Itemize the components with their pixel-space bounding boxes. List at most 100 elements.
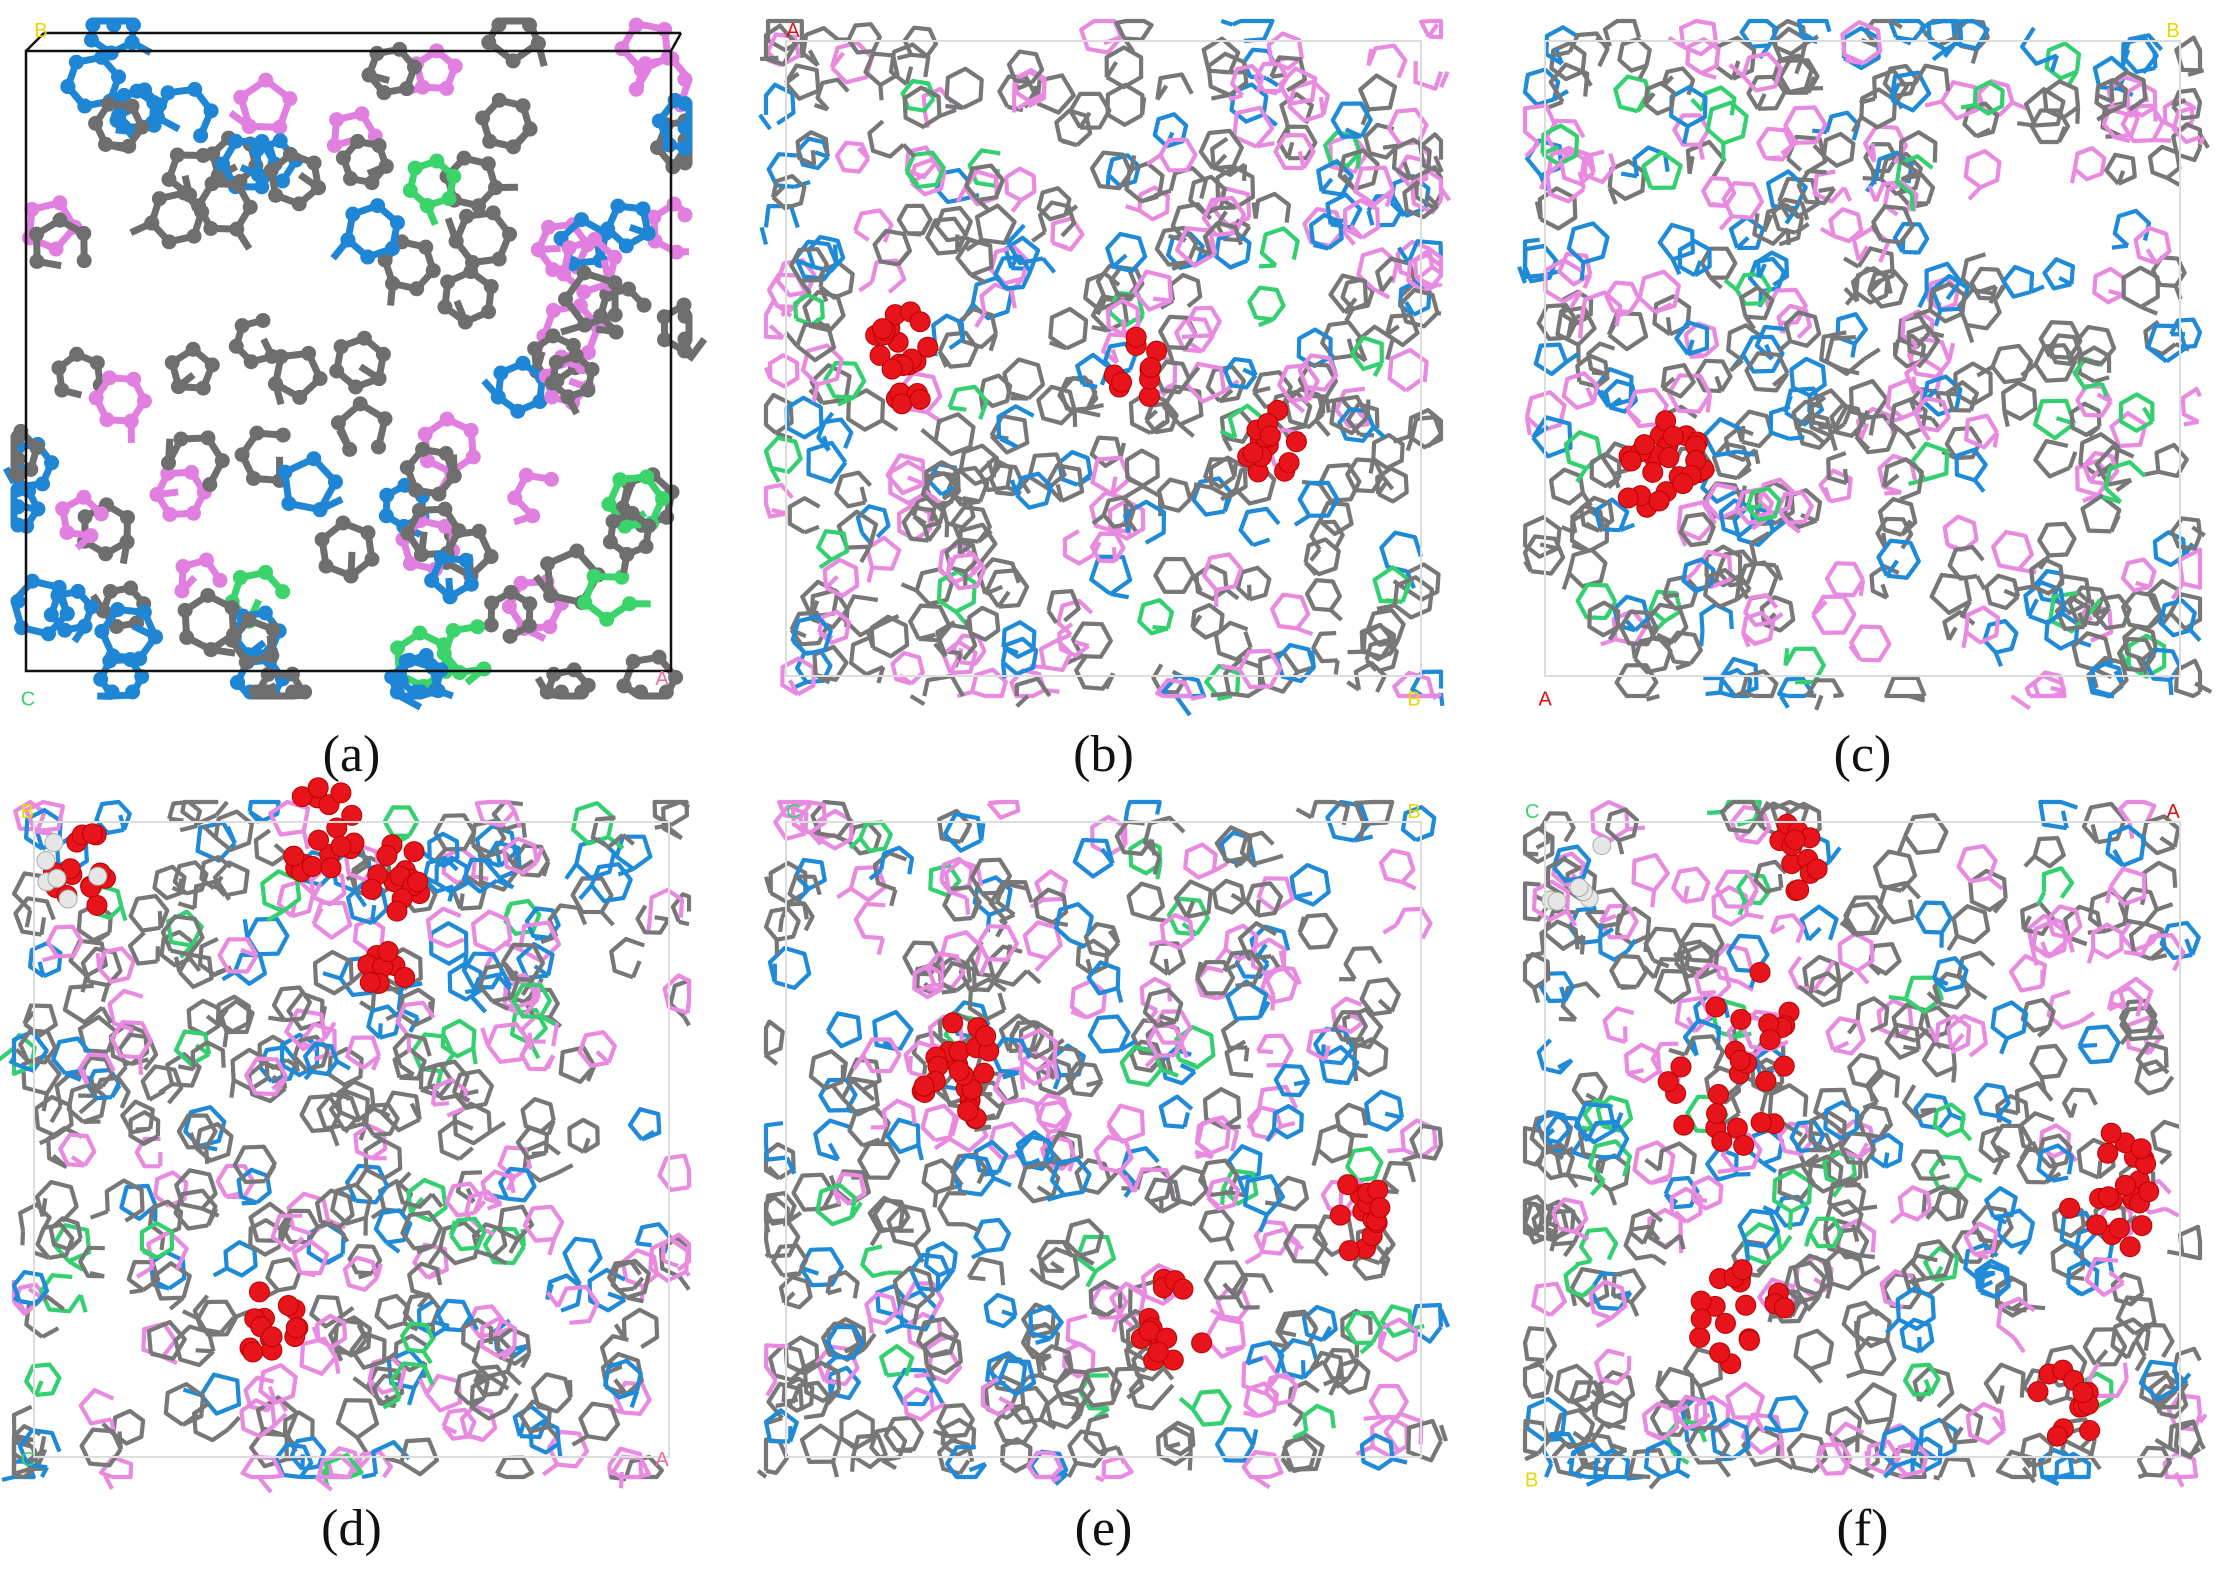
bond-ring [248,1218,283,1257]
oxygen-atom [1617,487,1639,509]
bond-ring [190,1040,226,1070]
oxygen-atom [975,1025,997,1047]
bond [1257,1048,1274,1055]
bond-ring [2029,108,2071,145]
bond [1857,1142,1870,1159]
atom [60,79,76,95]
bond-ring [395,1000,436,1038]
bond-ring [2071,631,2113,673]
bond-ring [1731,1239,1772,1278]
bond [802,904,809,920]
bond [1010,479,1019,496]
bond [2162,1075,2175,1090]
bond [382,1350,399,1364]
cell-edge [669,32,683,52]
bond-ring [522,1204,565,1243]
atom [471,198,487,214]
oxygen-atom [1733,1134,1755,1156]
bond-ring [1587,600,1621,638]
bond [1585,521,1601,533]
bond [1577,171,1586,190]
bond-ring [1072,837,1115,879]
bond [1437,310,1442,316]
bond-ring [1026,1450,1064,1480]
atom [424,572,440,588]
bond-ring [1822,1149,1857,1187]
bond [1140,194,1159,204]
bond-ring [1418,18,1444,40]
bond [374,1263,383,1279]
bond-ring [1223,657,1266,699]
bond [1923,1378,1933,1395]
bond [916,1144,924,1161]
atom [195,380,211,396]
bond-ring [1681,557,1716,594]
bond [881,1458,898,1471]
bond-ring [793,292,825,328]
bond-ring [1238,506,1281,547]
bond-ring [1818,468,1853,504]
bond-ring [969,857,1012,896]
bond-ring [799,1423,843,1465]
bond [1380,275,1395,293]
atom [10,451,26,467]
atom [471,523,487,539]
bond [833,461,848,479]
bond-ring [2177,1224,2203,1261]
bond [384,1455,403,1465]
bond-ring [427,831,460,868]
bond [432,1100,450,1107]
bond [1152,296,1172,303]
bond-ring [330,110,379,146]
bond [581,1137,591,1153]
bond [2077,612,2087,628]
bond [2188,628,2202,642]
atom [215,156,231,172]
bond-ring [1318,500,1354,537]
atom [93,506,109,522]
bond [1718,214,1734,231]
bond [1991,1415,2006,1433]
bond-ring [1074,1158,1112,1195]
atom [657,21,673,37]
oxygen-atom [1730,1008,1752,1030]
bond [100,1006,113,1024]
bond-ring [1162,1420,1196,1457]
bond [901,143,916,158]
bond [179,944,194,959]
bond [1735,587,1751,602]
bond [2159,1151,2173,1165]
bond-ring [1813,1087,1854,1127]
bond-ring [2073,325,2117,366]
bond-ring [1826,1147,1863,1188]
bond [949,405,967,412]
bond-ring [872,228,912,267]
bond [861,1137,881,1148]
atom [657,332,673,348]
bond [377,1023,383,1038]
bond-ring [1983,1362,2026,1405]
bond-ring [1277,363,1320,403]
bond-ring [1090,531,1126,564]
bond-ring [1049,1157,1092,1198]
bond [682,1015,691,1027]
bond-ring [973,1217,1012,1253]
bond [869,1230,882,1247]
bond-ring [1928,1154,1969,1192]
bond-ring [886,1203,931,1248]
bond [808,831,823,846]
bond-ring [1311,630,1338,664]
bond-ring [1408,1302,1444,1344]
atom [577,317,593,333]
bond [907,1055,913,1073]
bond [195,1348,214,1354]
bond-ring [183,1105,227,1149]
bond [859,486,868,503]
bond [1769,611,1784,624]
atom [204,176,220,192]
bond [1251,202,1258,219]
bond-ring [1275,642,1316,684]
bond [1258,1213,1269,1233]
bond-ring [825,1011,863,1049]
bond [1231,258,1248,269]
